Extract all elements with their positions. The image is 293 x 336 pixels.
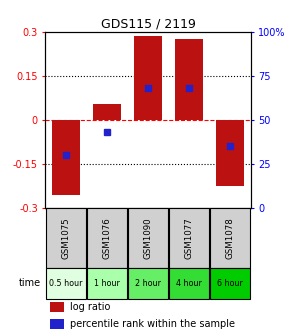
Bar	[87, 268, 127, 299]
Bar	[46, 268, 86, 299]
Bar	[216, 120, 244, 186]
Bar	[169, 268, 209, 299]
Bar	[87, 208, 127, 268]
Text: 0.5 hour: 0.5 hour	[49, 279, 83, 288]
Title: GDS115 / 2119: GDS115 / 2119	[100, 18, 195, 31]
Bar	[128, 268, 168, 299]
Text: 6 hour: 6 hour	[217, 279, 243, 288]
Bar	[52, 120, 80, 195]
Text: GSM1090: GSM1090	[144, 217, 152, 259]
Bar	[169, 208, 209, 268]
Bar	[50, 302, 64, 312]
Text: 4 hour: 4 hour	[176, 279, 202, 288]
Bar	[46, 208, 86, 268]
Text: GSM1078: GSM1078	[226, 217, 234, 259]
Text: GSM1076: GSM1076	[103, 217, 111, 259]
Text: 2 hour: 2 hour	[135, 279, 161, 288]
Bar	[93, 104, 121, 120]
Bar	[210, 268, 250, 299]
Text: percentile rank within the sample: percentile rank within the sample	[70, 319, 235, 329]
Bar	[134, 36, 162, 120]
Bar	[50, 319, 64, 329]
Text: GSM1075: GSM1075	[62, 217, 70, 259]
Bar	[210, 208, 250, 268]
Bar	[128, 208, 168, 268]
Text: 1 hour: 1 hour	[94, 279, 120, 288]
Bar	[175, 39, 203, 120]
Text: time: time	[18, 279, 40, 289]
Text: GSM1077: GSM1077	[185, 217, 193, 259]
Text: log ratio: log ratio	[70, 302, 110, 312]
